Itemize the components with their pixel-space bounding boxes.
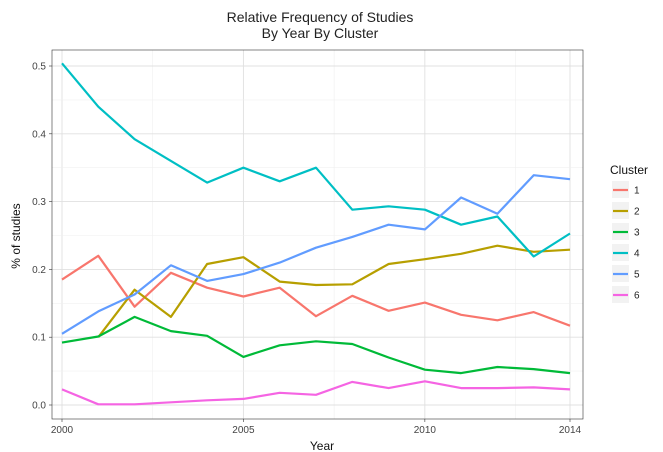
x-axis-title: Year <box>310 439 334 452</box>
series-line-2 <box>97 244 571 338</box>
legend-item-3: 3 <box>612 223 640 240</box>
legend-title: Cluster <box>610 163 648 177</box>
x-tick-label: 2005 <box>232 425 255 436</box>
y-tick-label: 0.2 <box>32 265 46 276</box>
legend-label: 1 <box>634 186 640 197</box>
y-tick-label: 0.5 <box>32 62 46 73</box>
x-axis: 2000 2005 2010 2014 <box>51 419 582 436</box>
legend-item-6: 6 <box>612 286 640 303</box>
y-tick-label: 0.4 <box>32 129 46 140</box>
chart-subtitle: By Year By Cluster <box>262 25 379 41</box>
y-tick-label: 0.0 <box>32 401 46 412</box>
series-line-4 <box>61 62 571 258</box>
y-tick-label: 0.1 <box>32 333 46 344</box>
legend-label: 6 <box>634 291 640 302</box>
legend-item-5: 5 <box>612 265 640 282</box>
legend-label: 4 <box>634 249 640 260</box>
x-tick-label: 2010 <box>414 425 437 436</box>
y-tick-label: 0.3 <box>32 197 46 208</box>
legend-item-2: 2 <box>612 202 640 219</box>
legend-label: 2 <box>634 207 640 218</box>
grid-lines <box>52 50 583 419</box>
series-line-6 <box>61 380 571 406</box>
legend-label: 5 <box>634 270 640 281</box>
legend-item-1: 1 <box>612 181 640 198</box>
series-layer <box>61 62 571 406</box>
y-axis-title: % of studies <box>9 203 23 268</box>
y-axis: 0.0 0.1 0.2 0.3 0.4 0.5 <box>32 62 52 412</box>
x-tick-label: 2014 <box>559 425 582 436</box>
series-line-3 <box>61 315 571 375</box>
legend-label: 3 <box>634 228 640 239</box>
legend: Cluster 1 2 3 4 5 6 <box>610 163 648 303</box>
series-line-5 <box>61 174 571 335</box>
x-tick-label: 2000 <box>51 425 74 436</box>
legend-item-4: 4 <box>612 244 640 261</box>
plot-panel <box>51 49 584 420</box>
series-line-1 <box>61 254 571 327</box>
chart-title: Relative Frequency of Studies <box>227 9 414 25</box>
